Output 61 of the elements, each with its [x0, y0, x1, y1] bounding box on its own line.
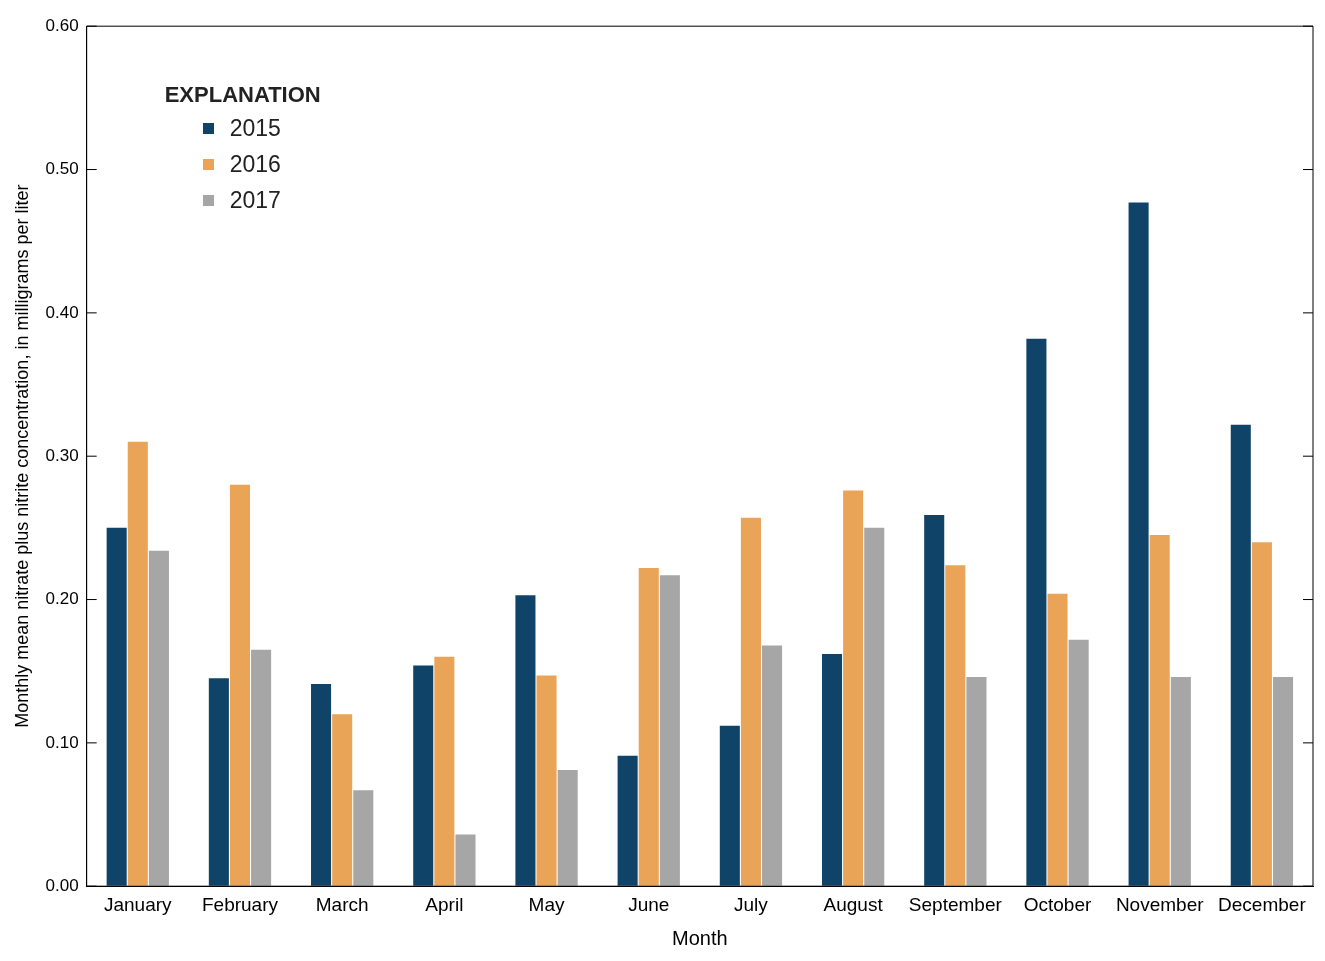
bar [945, 565, 966, 886]
legend-title: EXPLANATION [164, 82, 321, 109]
bar [557, 770, 578, 886]
bar [659, 575, 680, 886]
bar [434, 656, 455, 886]
bar [353, 790, 374, 886]
bar [1026, 338, 1047, 886]
legend-label: 2016 [229, 150, 281, 180]
x-tick-label: July [734, 893, 769, 915]
bar [1068, 639, 1089, 886]
bar [740, 517, 761, 886]
x-tick-label: May [528, 893, 565, 915]
y-axis-title: Monthly mean nitrate plus nitrite concentration, in milligrams per liter [11, 184, 32, 728]
y-tick-label: 0.10 [45, 732, 79, 752]
x-tick-label: April [425, 893, 464, 915]
bar [455, 834, 476, 886]
x-tick-label: September [908, 893, 1003, 915]
bar [966, 676, 987, 886]
y-tick-label: 0.00 [45, 875, 79, 895]
x-tick-label: January [103, 893, 173, 915]
legend-label: 2015 [229, 114, 281, 144]
bar [1047, 593, 1068, 886]
bar [617, 755, 638, 886]
y-tick-label: 0.40 [45, 302, 79, 322]
bar [413, 665, 434, 886]
bar [924, 514, 945, 886]
bar [1170, 676, 1191, 886]
bar [843, 490, 864, 886]
x-tick-label: December [1218, 893, 1307, 915]
bar [719, 725, 740, 886]
bar [762, 645, 783, 886]
bar [1230, 424, 1251, 886]
bar [515, 595, 536, 886]
x-axis-title: Month [672, 926, 728, 949]
x-tick-label: August [823, 893, 884, 915]
y-tick-label: 0.60 [45, 15, 79, 35]
x-tick-label: October [1023, 893, 1092, 915]
x-tick-label: June [628, 893, 670, 915]
bar [536, 675, 557, 886]
bar [638, 568, 659, 886]
bar [311, 684, 332, 886]
bar [106, 527, 127, 886]
bar [1272, 676, 1294, 886]
bar [208, 678, 229, 886]
bar [127, 441, 148, 886]
bar [332, 714, 353, 886]
y-tick-label: 0.20 [45, 589, 79, 609]
bar [229, 484, 251, 886]
y-tick-label: 0.30 [45, 445, 79, 465]
bar [148, 550, 169, 886]
bar [864, 527, 885, 886]
x-tick-label: February [201, 893, 279, 915]
bar [821, 654, 843, 886]
y-tick-label: 0.50 [45, 159, 79, 179]
bar [1149, 535, 1170, 886]
legend-label: 2017 [229, 186, 281, 216]
bar [1251, 542, 1272, 886]
x-tick-label: March [315, 893, 369, 915]
x-tick-label: November [1115, 893, 1205, 915]
bar [1128, 202, 1149, 886]
bar [251, 649, 272, 886]
